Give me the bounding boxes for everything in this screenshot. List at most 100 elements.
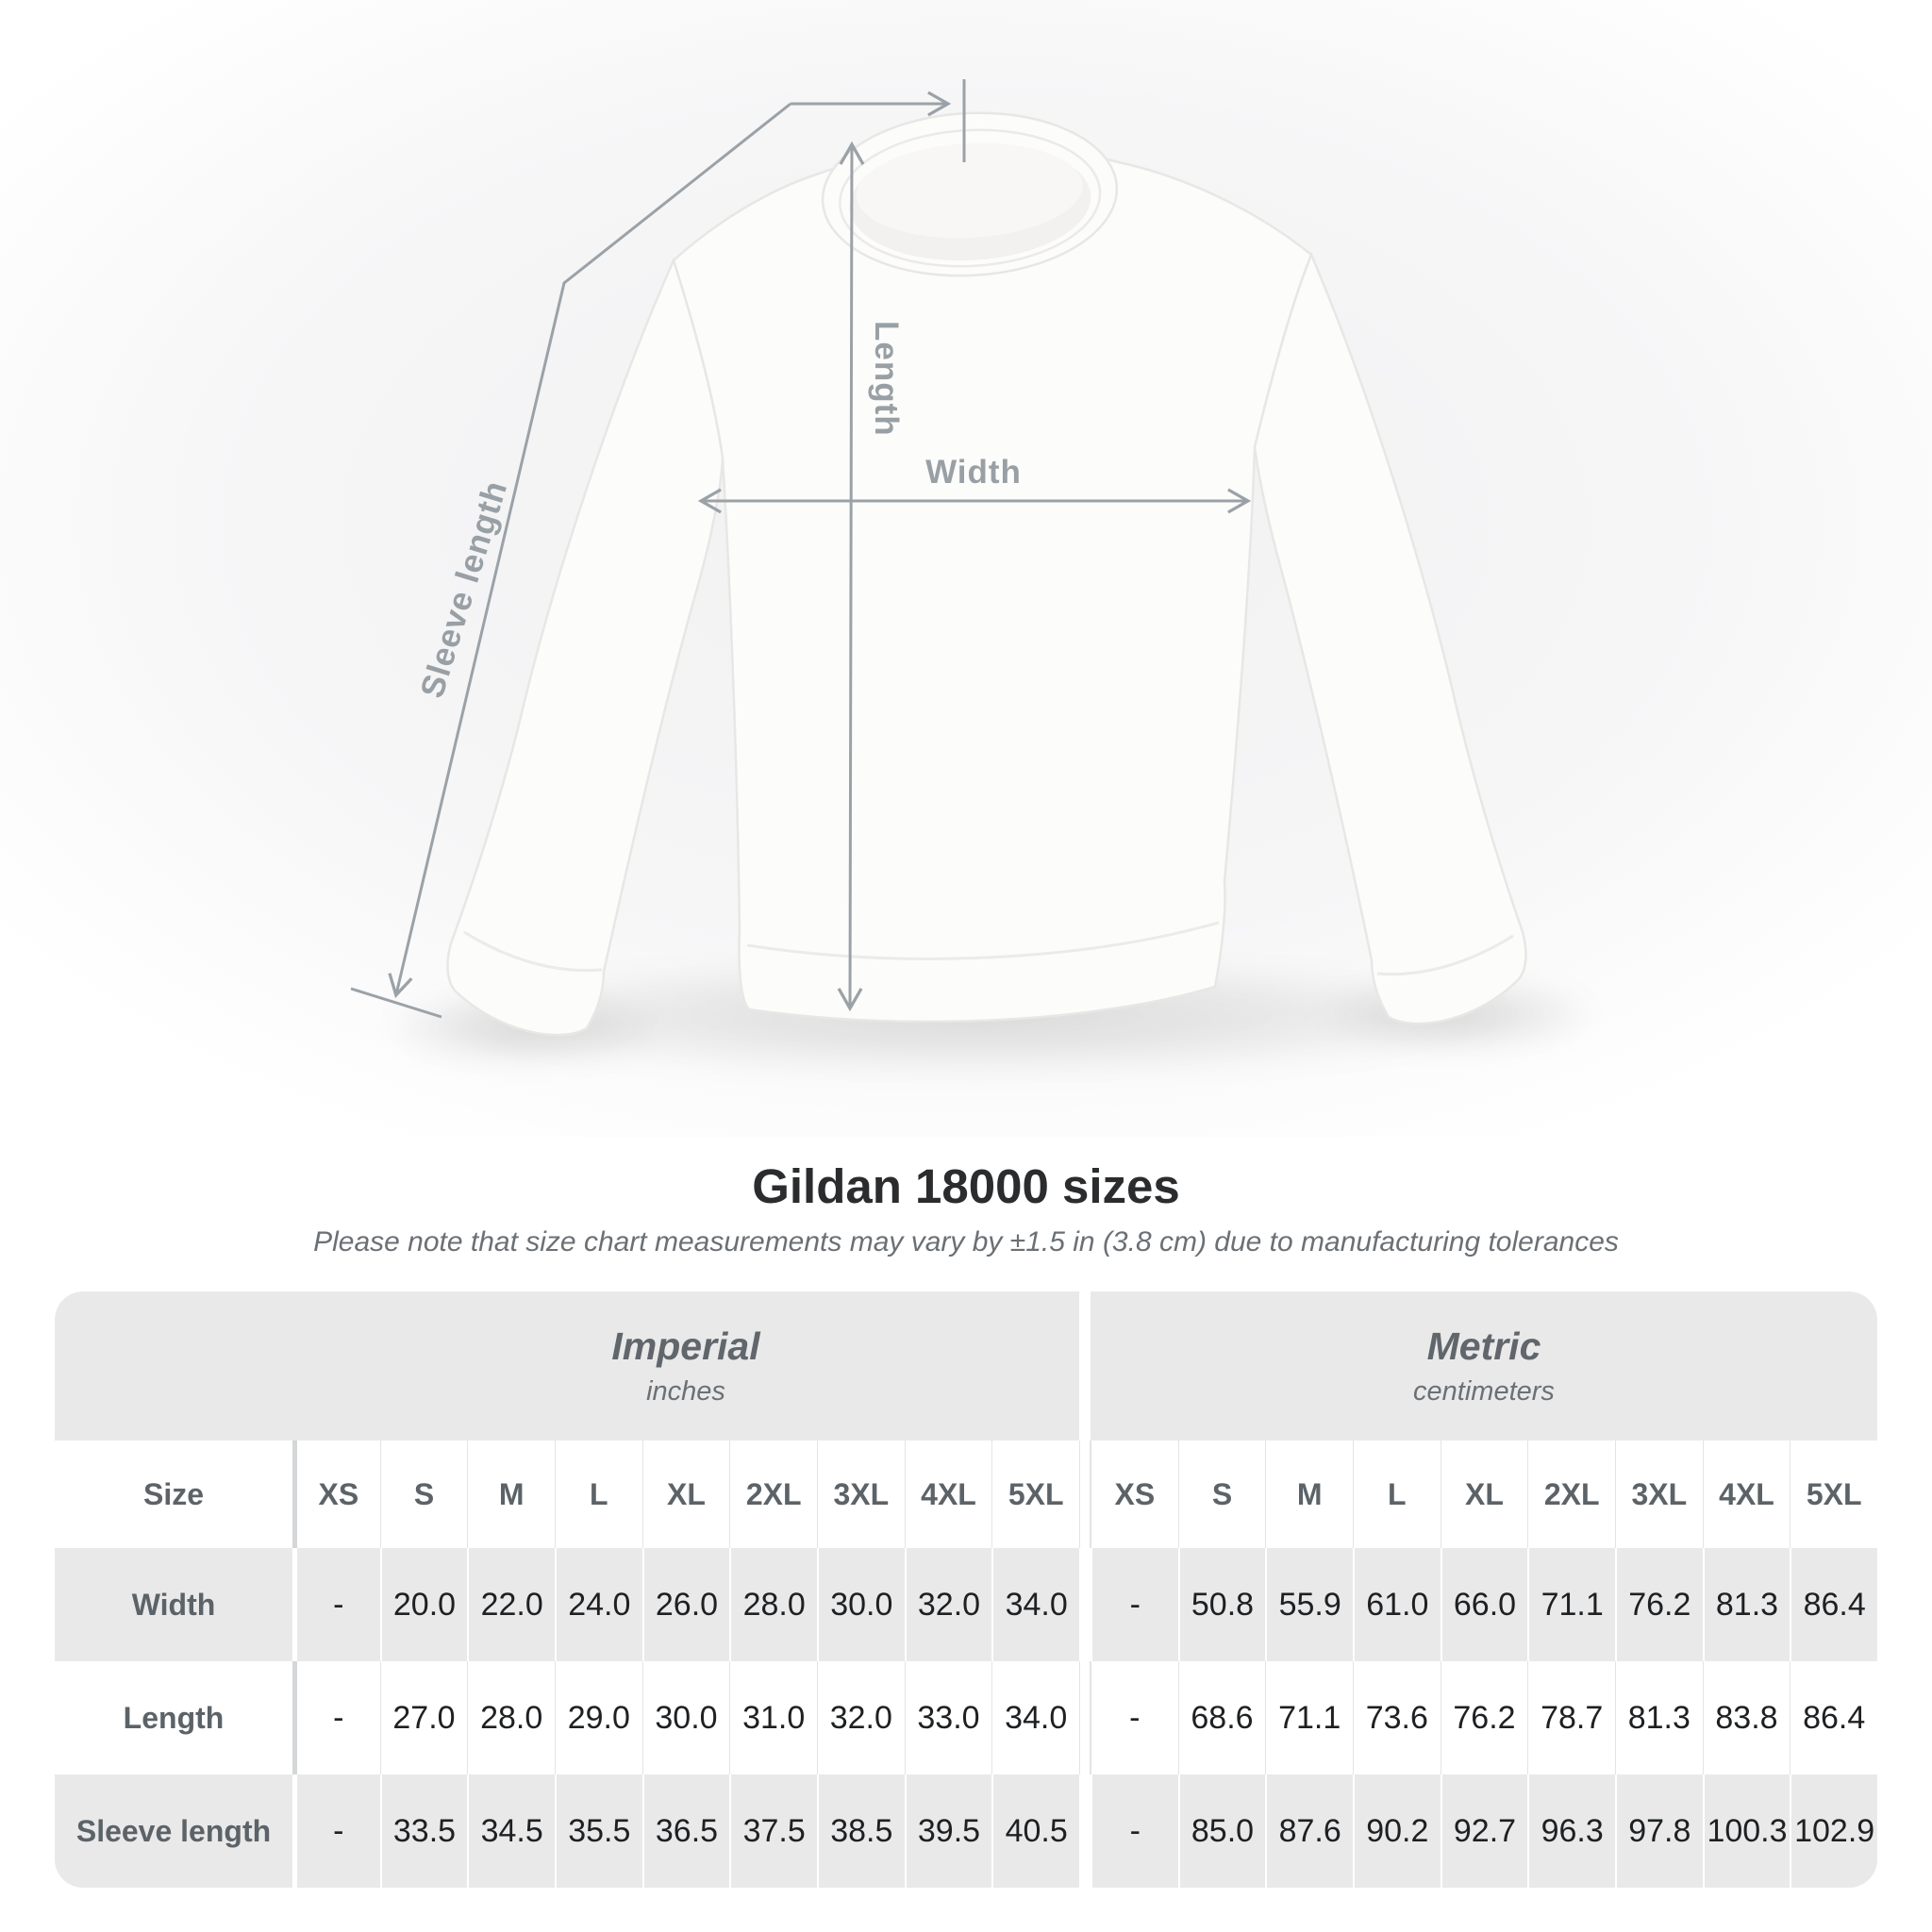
size-col-header: 5XL xyxy=(991,1441,1079,1548)
value-cell: 37.5 xyxy=(729,1774,817,1888)
value-cell: 33.0 xyxy=(904,1661,992,1774)
value-cell: 29.0 xyxy=(554,1661,642,1774)
value-cell: 40.5 xyxy=(991,1774,1079,1888)
value-cell: 22.0 xyxy=(467,1548,555,1661)
value-cell: 34.0 xyxy=(991,1661,1079,1774)
value-cell: - xyxy=(292,1548,380,1661)
section-divider xyxy=(1079,1548,1091,1661)
value-cell: 34.0 xyxy=(991,1548,1079,1661)
units-header-row: Imperial inches Metric centimeters xyxy=(55,1291,1877,1441)
value-cell: 35.5 xyxy=(554,1774,642,1888)
section-divider xyxy=(1078,1661,1091,1774)
value-cell: 50.8 xyxy=(1177,1548,1266,1661)
size-table-body: Size XS S M L XL 2XL 3XL 4XL 5XL XS S M L XL 2XL 3XL 4XL 5… xyxy=(55,1441,1877,1888)
metric-unit: centimeters xyxy=(1413,1376,1555,1407)
table-row: Length -27.0 28.0 29.0 30.0 31.0 32.0 33.0 34.0-… xyxy=(55,1661,1877,1774)
size-col-header: XS xyxy=(1090,1441,1178,1548)
size-header-row: Size XS S M L XL 2XL 3XL 4XL 5XL XS S M L XL 2XL 3XL 4XL 5… xyxy=(55,1441,1877,1548)
value-cell: 86.4 xyxy=(1790,1548,1877,1661)
value-cell: 20.0 xyxy=(379,1548,468,1661)
value-cell: 71.1 xyxy=(1265,1661,1353,1774)
product-photo-section: Length Width Sleeve length xyxy=(0,0,1932,1137)
value-cell: 85.0 xyxy=(1177,1774,1266,1888)
section-divider xyxy=(1078,1441,1091,1548)
width-label: Width xyxy=(925,454,1022,491)
value-cell: 32.0 xyxy=(816,1661,905,1774)
row-label: Sleeve length xyxy=(55,1774,292,1888)
row-label: Length xyxy=(123,1700,225,1735)
value-cell: 100.3 xyxy=(1702,1774,1790,1888)
size-col-header: 5XL xyxy=(1790,1441,1877,1548)
value-cell: 81.3 xyxy=(1614,1661,1703,1774)
size-col-header: XS xyxy=(292,1441,380,1548)
collar xyxy=(821,111,1119,277)
value-cell: 96.3 xyxy=(1527,1774,1615,1888)
section-divider xyxy=(1079,1291,1091,1441)
imperial-title: Imperial xyxy=(611,1324,760,1368)
value-cell: 90.2 xyxy=(1352,1774,1441,1888)
value-cell: 39.5 xyxy=(904,1774,992,1888)
value-cell: 38.5 xyxy=(816,1774,905,1888)
value-cell: - xyxy=(1090,1661,1178,1774)
value-cell: 97.8 xyxy=(1614,1774,1703,1888)
size-column-header: Size xyxy=(142,1476,205,1511)
value-cell: 36.5 xyxy=(641,1774,730,1888)
value-cell: 30.0 xyxy=(641,1661,730,1774)
size-col-header: XL xyxy=(1440,1441,1528,1548)
value-cell: 81.3 xyxy=(1702,1548,1790,1661)
value-cell: 87.6 xyxy=(1265,1774,1353,1888)
size-col-header: L xyxy=(1352,1441,1441,1548)
value-cell: 92.7 xyxy=(1440,1774,1528,1888)
sweatshirt-body xyxy=(672,145,1313,1024)
value-cell: 68.6 xyxy=(1177,1661,1266,1774)
size-col-header: 3XL xyxy=(816,1441,905,1548)
table-row: Sleeve length - 33.5 34.5 35.5 36.5 37.5 38.5 39… xyxy=(55,1774,1877,1888)
metric-header: Metric centimeters xyxy=(1091,1291,1877,1441)
table-row: Width -20.0 22.0 24.0 26.0 28.0 30.0 32.0 34.0-5… xyxy=(55,1548,1877,1661)
seam-lines xyxy=(463,921,1514,976)
value-cell: 28.0 xyxy=(467,1661,555,1774)
metric-title: Metric xyxy=(1426,1324,1541,1368)
size-col-header: M xyxy=(467,1441,555,1548)
sweatshirt-right-sleeve xyxy=(1253,251,1527,1025)
value-cell: - xyxy=(292,1661,380,1774)
value-cell: 78.7 xyxy=(1527,1661,1615,1774)
length-arrow xyxy=(837,141,865,1012)
section-divider xyxy=(1079,1774,1091,1888)
value-cell: 32.0 xyxy=(904,1548,992,1661)
value-cell: - xyxy=(1090,1774,1178,1888)
size-col-header: XL xyxy=(641,1441,730,1548)
value-cell: 66.0 xyxy=(1440,1548,1528,1661)
value-cell: 73.6 xyxy=(1352,1661,1441,1774)
imperial-header: Imperial inches xyxy=(55,1291,1079,1441)
size-col-header: L xyxy=(554,1441,642,1548)
tolerance-note: Please note that size chart measurements… xyxy=(313,1226,1619,1257)
value-cell: - xyxy=(1090,1548,1178,1661)
value-cell: 61.0 xyxy=(1352,1548,1441,1661)
value-cell: 86.4 xyxy=(1790,1661,1877,1774)
sweatshirt-diagram: Length Width Sleeve length xyxy=(0,0,1932,1137)
size-col-header: 3XL xyxy=(1614,1441,1703,1548)
size-table: Imperial inches Metric centimeters Size X… xyxy=(55,1291,1877,1888)
value-cell: 76.2 xyxy=(1440,1661,1528,1774)
row-label: Width xyxy=(55,1548,292,1661)
size-col-header: S xyxy=(1177,1441,1266,1548)
size-col-header: M xyxy=(1265,1441,1353,1548)
imperial-unit: inches xyxy=(646,1376,725,1407)
value-cell: 30.0 xyxy=(816,1548,905,1661)
value-cell: 102.9 xyxy=(1790,1774,1877,1888)
value-cell: 71.1 xyxy=(1527,1548,1615,1661)
sleeve-length-end-tick xyxy=(350,987,442,1019)
sleeve-length-arrow xyxy=(388,102,791,999)
size-col-header: S xyxy=(379,1441,468,1548)
size-col-header: 4XL xyxy=(904,1441,992,1548)
value-cell: 33.5 xyxy=(379,1774,468,1888)
value-cell: 34.5 xyxy=(467,1774,555,1888)
value-cell: 24.0 xyxy=(554,1548,642,1661)
length-label: Length xyxy=(868,321,905,437)
value-cell: 26.0 xyxy=(641,1548,730,1661)
value-cell: 28.0 xyxy=(729,1548,817,1661)
size-col-header: 4XL xyxy=(1702,1441,1790,1548)
value-cell: 27.0 xyxy=(379,1661,468,1774)
value-cell: 76.2 xyxy=(1614,1548,1703,1661)
